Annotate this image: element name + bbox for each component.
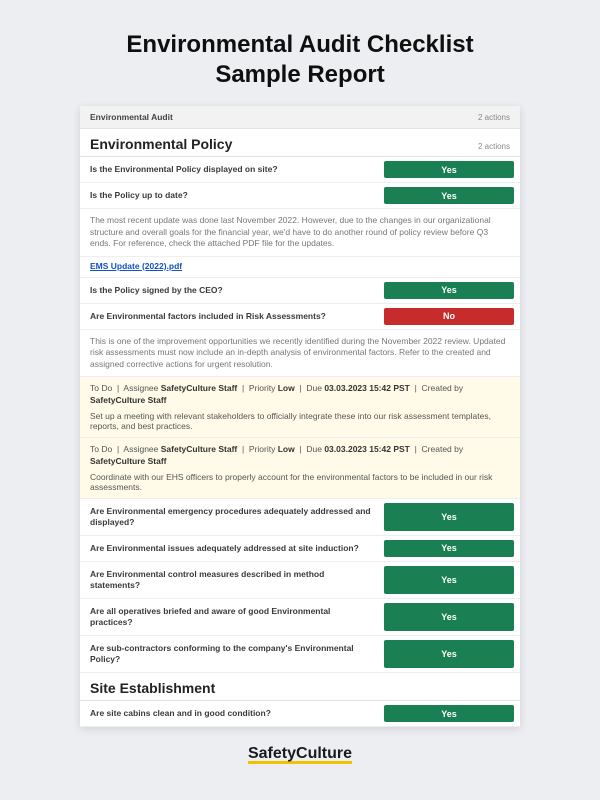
answer-pill-yes[interactable]: Yes xyxy=(384,161,514,178)
answer-pill-yes[interactable]: Yes xyxy=(384,540,514,557)
todo-status: To Do xyxy=(90,383,112,393)
report-card: Environmental Audit 2 actions Environmen… xyxy=(80,106,520,727)
question-row: Are site cabins clean and in good condit… xyxy=(80,701,520,727)
page-title-line1: Environmental Audit Checklist xyxy=(0,30,600,60)
question-row: Is the Policy up to date? Yes xyxy=(80,183,520,209)
question-row: Are Environmental factors included in Ri… xyxy=(80,304,520,330)
question-label: Are Environmental issues adequately addr… xyxy=(80,536,384,561)
question-row: Are Environmental issues adequately addr… xyxy=(80,536,520,562)
question-row: Are all operatives briefed and aware of … xyxy=(80,599,520,636)
logo-part1: Safety xyxy=(248,745,296,762)
todo-creator: SafetyCulture Staff xyxy=(90,456,167,466)
question-row: Is the Policy signed by the CEO? Yes xyxy=(80,278,520,304)
todo-due: 03.03.2023 15:42 PST xyxy=(324,383,410,393)
todo-priority: Low xyxy=(278,383,295,393)
question-row: Are Environmental emergency procedures a… xyxy=(80,499,520,536)
question-label: Is the Policy signed by the CEO? xyxy=(80,278,384,303)
todo-body: Set up a meeting with relevant stakehold… xyxy=(90,411,510,431)
question-label: Are site cabins clean and in good condit… xyxy=(80,701,384,726)
question-label: Are Environmental emergency procedures a… xyxy=(80,499,384,535)
todo-due: 03.03.2023 15:42 PST xyxy=(324,444,410,454)
report-header: Environmental Audit 2 actions xyxy=(80,106,520,129)
todo-creator: SafetyCulture Staff xyxy=(90,395,167,405)
todo-assignee: SafetyCulture Staff xyxy=(161,444,238,454)
question-row: Are Environmental control measures descr… xyxy=(80,562,520,599)
todo-assignee: SafetyCulture Staff xyxy=(161,383,238,393)
attachment-link[interactable]: EMS Update (2022).pdf xyxy=(80,257,520,278)
question-label: Are sub-contractors conforming to the co… xyxy=(80,636,384,672)
answer-pill-yes[interactable]: Yes xyxy=(384,603,514,631)
question-label: Are Environmental control measures descr… xyxy=(80,562,384,598)
answer-pill-yes[interactable]: Yes xyxy=(384,566,514,594)
report-header-title: Environmental Audit xyxy=(90,112,173,122)
note-text: This is one of the improvement opportuni… xyxy=(80,330,520,377)
question-label: Is the Policy up to date? xyxy=(80,183,384,208)
section-policy-header: Environmental Policy 2 actions xyxy=(80,129,520,157)
todo-status: To Do xyxy=(90,444,112,454)
note-text: The most recent update was done last Nov… xyxy=(80,209,520,256)
answer-pill-no[interactable]: No xyxy=(384,308,514,325)
answer-pill-yes[interactable]: Yes xyxy=(384,282,514,299)
todo-card: To Do | Assignee SafetyCulture Staff | P… xyxy=(80,438,520,499)
todo-body: Coordinate with our EHS officers to prop… xyxy=(90,472,510,492)
section-policy-actions[interactable]: 2 actions xyxy=(478,142,510,151)
answer-pill-yes[interactable]: Yes xyxy=(384,705,514,722)
page-title: Environmental Audit Checklist Sample Rep… xyxy=(0,0,600,106)
question-label: Is the Environmental Policy displayed on… xyxy=(80,157,384,182)
answer-pill-yes[interactable]: Yes xyxy=(384,187,514,204)
section-site-title: Site Establishment xyxy=(90,680,215,696)
todo-meta: To Do | Assignee SafetyCulture Staff | P… xyxy=(90,444,510,468)
brand-logo: SafetyCulture xyxy=(0,727,600,764)
question-label: Are all operatives briefed and aware of … xyxy=(80,599,384,635)
todo-card: To Do | Assignee SafetyCulture Staff | P… xyxy=(80,377,520,438)
answer-pill-yes[interactable]: Yes xyxy=(384,503,514,531)
section-site-header: Site Establishment xyxy=(80,673,520,701)
logo-part2: Culture xyxy=(296,745,352,762)
answer-pill-yes[interactable]: Yes xyxy=(384,640,514,668)
question-label: Are Environmental factors included in Ri… xyxy=(80,304,384,329)
report-header-actions[interactable]: 2 actions xyxy=(478,113,510,122)
question-row: Is the Environmental Policy displayed on… xyxy=(80,157,520,183)
page-title-line2: Sample Report xyxy=(0,60,600,90)
todo-meta: To Do | Assignee SafetyCulture Staff | P… xyxy=(90,383,510,407)
question-row: Are sub-contractors conforming to the co… xyxy=(80,636,520,673)
section-policy-title: Environmental Policy xyxy=(90,136,232,152)
todo-priority: Low xyxy=(278,444,295,454)
